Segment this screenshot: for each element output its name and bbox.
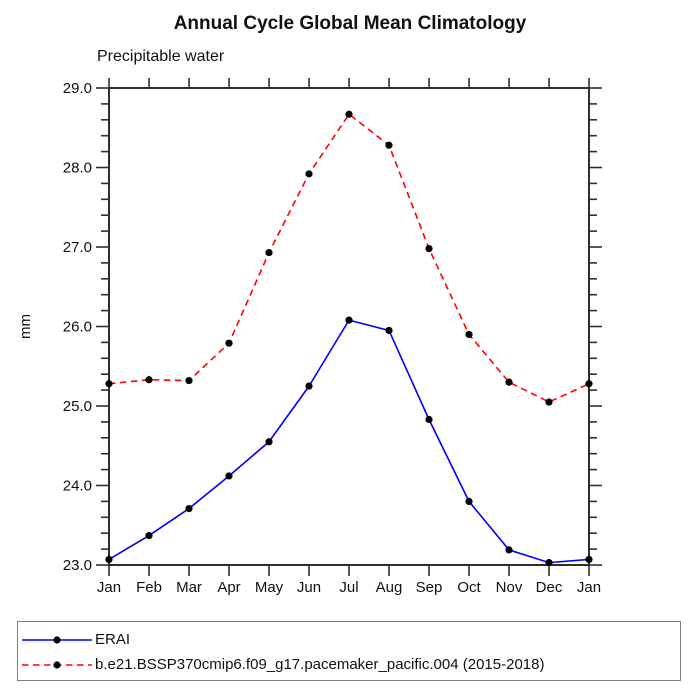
legend-line-sample-dashed (22, 660, 92, 669)
legend-label: b.e21.BSSP370cmip6.f09_g17.pacemaker_pac… (95, 656, 545, 673)
svg-text:25.0: 25.0 (63, 398, 92, 415)
chart-legend: ERAI b.e21.BSSP370cmip6.f09_g17.pacemake… (17, 621, 681, 681)
svg-text:Jan: Jan (97, 579, 121, 596)
svg-text:29.0: 29.0 (63, 80, 92, 97)
legend-item-erai: ERAI (21, 627, 680, 652)
svg-text:Feb: Feb (136, 579, 162, 596)
svg-text:Jul: Jul (339, 579, 358, 596)
svg-text:28.0: 28.0 (63, 160, 92, 177)
svg-text:Dec: Dec (536, 579, 563, 596)
svg-text:mm: mm (17, 314, 34, 339)
legend-item-model: b.e21.BSSP370cmip6.f09_g17.pacemaker_pac… (21, 652, 680, 677)
svg-text:27.0: 27.0 (63, 239, 92, 256)
svg-text:23.0: 23.0 (63, 557, 92, 574)
svg-text:Jun: Jun (297, 579, 321, 596)
svg-text:26.0: 26.0 (63, 319, 92, 336)
svg-text:Nov: Nov (496, 579, 523, 596)
svg-text:24.0: 24.0 (63, 478, 92, 495)
svg-text:May: May (255, 579, 284, 596)
chart-title: Annual Cycle Global Mean Climatology (173, 13, 527, 34)
svg-text:Aug: Aug (376, 579, 403, 596)
svg-text:Oct: Oct (457, 579, 481, 596)
svg-text:Apr: Apr (217, 579, 240, 596)
legend-label: ERAI (95, 631, 131, 648)
chart-subtitle: Precipitable water (97, 48, 225, 65)
svg-text:Sep: Sep (416, 579, 443, 596)
legend-line-sample-solid (22, 635, 92, 644)
svg-text:Mar: Mar (176, 579, 202, 596)
line-chart-plot-area: 23.0 24.0 25.0 26.0 27.0 28.0 29.0 Jan Feb Mar Apr… (17, 78, 602, 596)
svg-text:Jan: Jan (577, 579, 601, 596)
